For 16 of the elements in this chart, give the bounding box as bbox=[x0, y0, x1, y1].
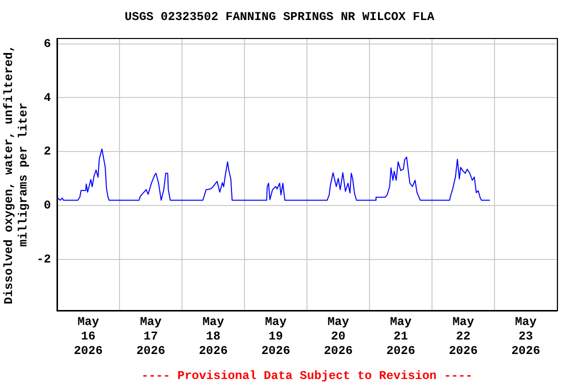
x-tick-label: May 17 2026 bbox=[136, 315, 166, 358]
y-axis-title: Dissolved oxygen, water, unfiltered, milligrams per liter bbox=[2, 44, 31, 304]
chart-title: USGS 02323502 FANNING SPRINGS NR WILCOX FLA bbox=[124, 10, 436, 24]
y-tick-label: 6 bbox=[44, 36, 51, 51]
x-tick-label: May 22 2026 bbox=[448, 315, 478, 358]
text: ---- Provisional Data Subject to Revision ---- bbox=[141, 369, 473, 383]
x-tick-label: May 20 2026 bbox=[324, 315, 353, 358]
x-tick-label: May 18 2026 bbox=[198, 315, 228, 358]
x-tick-label: May 19 2026 bbox=[261, 315, 290, 358]
x-tick-label: May 21 2026 bbox=[386, 315, 416, 358]
y-tick-label: -2 bbox=[36, 252, 51, 267]
x-tick-label: May 16 2026 bbox=[74, 315, 103, 358]
y-tick-label: 4 bbox=[44, 90, 51, 105]
y-tick-label: 2 bbox=[44, 144, 51, 159]
x-tick-label: May 23 2026 bbox=[511, 315, 540, 358]
y-tick-label: 0 bbox=[44, 198, 51, 213]
